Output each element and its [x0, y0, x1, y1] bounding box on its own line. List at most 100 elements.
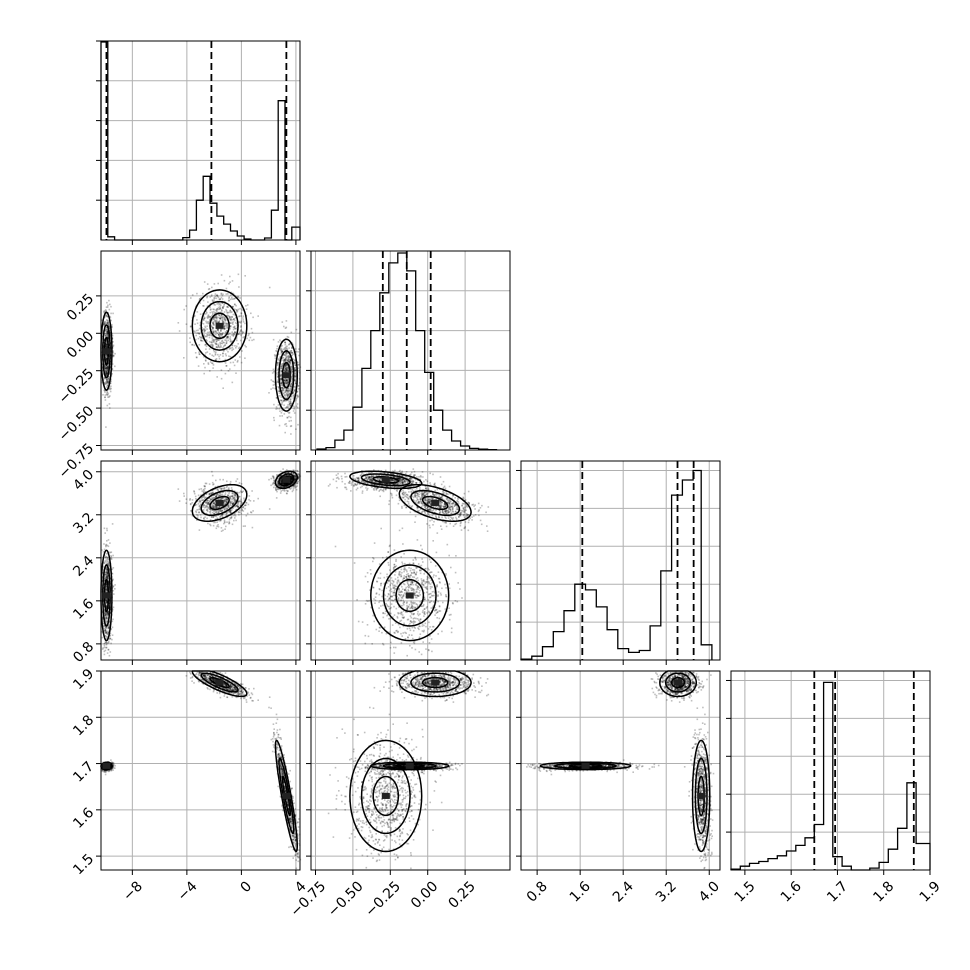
scatter-point	[286, 385, 288, 387]
scatter-point	[217, 493, 219, 495]
scatter-point	[282, 351, 284, 353]
scatter-point	[105, 381, 107, 383]
scatter-point	[393, 606, 395, 608]
scatter-point	[196, 293, 198, 295]
scatter-point	[273, 369, 275, 371]
scatter-point	[293, 486, 295, 488]
scatter-point	[200, 337, 202, 339]
scatter-point	[212, 363, 214, 365]
scatter-point	[225, 325, 227, 327]
panel-2-0	[96, 461, 301, 665]
scatter-point	[284, 391, 286, 393]
scatter-point	[114, 366, 116, 368]
scatter-point	[286, 425, 288, 427]
scatter-point	[376, 593, 378, 595]
scatter-point	[280, 471, 282, 473]
scatter-point	[200, 340, 202, 342]
scatter-point	[297, 351, 299, 353]
scatter-point	[209, 335, 211, 337]
scatter-point	[196, 504, 198, 506]
scatter-point	[222, 355, 224, 357]
scatter-point	[228, 493, 230, 495]
scatter-point	[238, 274, 240, 276]
scatter-point	[229, 281, 231, 283]
scatter-point	[112, 523, 114, 525]
scatter-point	[221, 369, 223, 371]
scatter-point	[282, 401, 284, 403]
scatter-point	[235, 372, 237, 374]
scatter-point	[212, 482, 214, 484]
scatter-point	[421, 654, 423, 656]
scatter-point	[192, 344, 194, 346]
scatter-point	[213, 304, 215, 306]
scatter-point	[215, 312, 217, 314]
scatter-point	[294, 359, 296, 361]
scatter-point	[233, 333, 235, 335]
scatter-point	[225, 501, 227, 503]
scatter-point	[295, 364, 297, 366]
scatter-point	[291, 477, 293, 479]
scatter-point	[197, 330, 199, 332]
scatter-point	[284, 413, 286, 415]
panel-frame	[101, 41, 300, 240]
scatter-point	[431, 607, 433, 609]
scatter-point	[203, 328, 205, 330]
scatter-point	[210, 312, 212, 314]
scatter-point	[238, 348, 240, 350]
scatter-point	[113, 607, 115, 609]
scatter-point	[216, 308, 218, 310]
scatter-point	[228, 487, 230, 489]
scatter-point	[378, 630, 380, 632]
scatter-point	[218, 334, 220, 336]
scatter-point	[224, 528, 226, 530]
scatter-point	[213, 355, 215, 357]
scatter-point	[219, 303, 221, 305]
scatter-point	[107, 405, 109, 407]
scatter-point	[271, 478, 273, 480]
scatter-point	[111, 551, 113, 553]
scatter-point	[282, 321, 284, 323]
scatter-point	[244, 525, 246, 527]
scatter-point	[211, 325, 213, 327]
scatter-point	[418, 651, 420, 653]
scatter-point	[245, 504, 247, 506]
scatter-point	[284, 379, 286, 381]
scatter-point	[413, 623, 415, 625]
scatter-point	[200, 517, 202, 519]
scatter-point	[196, 332, 198, 334]
scatter-point	[289, 420, 291, 422]
scatter-point	[210, 342, 212, 344]
scatter-point	[240, 322, 242, 324]
scatter-point	[196, 357, 198, 359]
scatter-point	[249, 495, 251, 497]
scatter-point	[110, 306, 112, 308]
scatter-point	[205, 327, 207, 329]
scatter-point	[109, 407, 111, 409]
scatter-point	[252, 527, 254, 529]
scatter-point	[230, 356, 232, 358]
histogram-bars	[101, 42, 300, 240]
scatter-point	[210, 511, 212, 513]
scatter-point	[224, 339, 226, 341]
scatter-point	[225, 353, 227, 355]
scatter-point	[220, 510, 222, 512]
scatter-point	[296, 489, 298, 491]
scatter-point	[433, 601, 435, 603]
scatter-point	[111, 639, 113, 641]
scatter-point	[213, 505, 215, 507]
scatter-point	[183, 357, 185, 359]
scatter-point	[241, 333, 243, 335]
scatter-point	[112, 555, 114, 557]
scatter-point	[199, 353, 201, 355]
scatter-point	[252, 332, 254, 334]
scatter-point	[104, 645, 106, 647]
scatter-point	[110, 391, 112, 393]
scatter-point	[194, 491, 196, 493]
scatter-point	[203, 323, 205, 325]
scatter-point	[248, 504, 250, 506]
scatter-point	[207, 301, 209, 303]
scatter-point	[232, 495, 234, 497]
scatter-point	[293, 408, 295, 410]
scatter-point	[219, 320, 221, 322]
